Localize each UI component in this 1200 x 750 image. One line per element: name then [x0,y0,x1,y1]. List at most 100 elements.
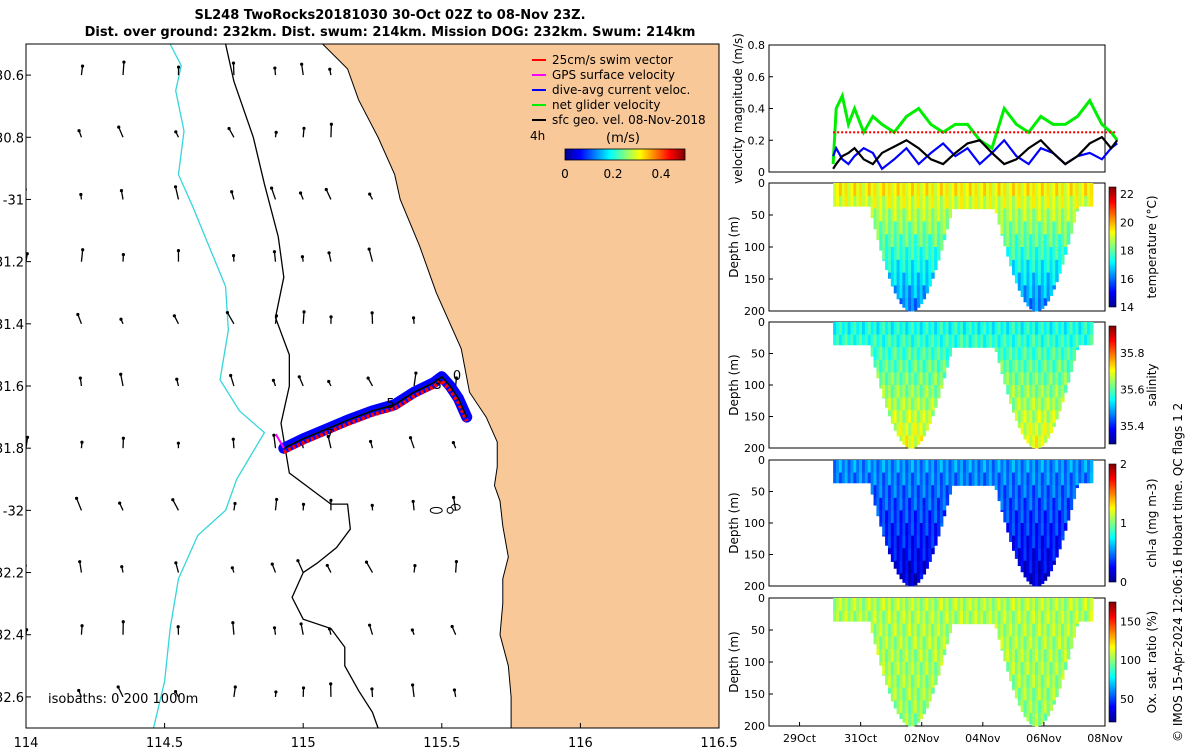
oxygen-cell [1026,674,1030,689]
chl-a-cell [1014,460,1019,474]
oxygen-cell [887,610,892,625]
temperature-cell [1032,272,1036,286]
current-vector-head [301,502,306,506]
chl-a-cell [997,460,1002,474]
temperature-cell [1063,208,1068,222]
oxygen-cell [1014,687,1019,699]
chl-a-cell [1052,523,1056,537]
salinity-cell [997,347,1002,361]
chl-a-cell [1006,460,1010,474]
oxygen-cell [902,598,906,612]
salinity-cell [1061,334,1065,348]
current-vector-head [270,562,274,566]
chl-a-cell [919,497,924,511]
chl-a-cell [1046,523,1051,537]
chl-a-cell [962,460,967,474]
temperature-cell [1075,208,1079,212]
salinity-cell [902,435,906,445]
temperature-cell [899,272,903,286]
salinity-cell [1014,359,1019,373]
oxygen-cell [1084,610,1088,622]
oxygen-cell [1046,636,1051,650]
oxygen-cell [928,674,932,689]
salinity-cell [876,372,880,379]
chl-a-cell [1055,535,1059,549]
chl-a-cell [902,472,906,486]
chl-a-cell [908,472,912,486]
oxygen-cell [913,700,918,714]
salinity-cell [1023,359,1028,373]
temperature-cell [934,247,938,261]
chl-a-cell [1043,472,1048,486]
temperature-cell [937,221,941,235]
salinity-cell [954,334,958,348]
temperature-cell [1072,208,1077,222]
temperature-cell [942,195,947,210]
temperature-colorbar-tick-label: 20 [1120,216,1134,229]
oxygen-cell [983,610,987,625]
salinity-cell [911,372,915,386]
salinity-ytick-label: 150 [744,411,765,424]
oxygen-cell [882,598,886,612]
salinity-cell [1003,334,1007,348]
oxygen-cell [1029,700,1033,714]
current-vector-head [326,434,330,439]
chl-a-cell [1023,548,1028,562]
chl-a-ytick-label: 0 [758,454,765,467]
temperature-cell [893,285,898,294]
salinity-cell [1046,385,1051,399]
chl-a-cell [833,472,837,484]
salinity-cell [1029,385,1033,399]
chl-a-cell [983,472,987,486]
salinity-cell [908,422,912,436]
oxygen-cell [1052,598,1056,612]
oxygen-cell [1049,623,1053,637]
oxygen-cell [991,610,996,625]
salinity-cell [925,385,929,399]
salinity-cell [1012,347,1016,361]
current-vector-head [274,314,279,318]
oxygen-cell [1020,610,1025,625]
oxygen-cell [893,610,898,625]
oxygen-cell [1009,610,1013,625]
salinity-cell [1087,334,1091,346]
temperature-cell [1087,183,1091,197]
oxygen-cell [1003,610,1007,625]
oxygen-cell [1049,700,1053,712]
current-vector-head [272,433,276,437]
chl-a-cell [1063,472,1068,486]
chl-a-cell [1055,472,1059,486]
chl-a-cell [994,485,999,491]
oxygen-cell [908,636,912,650]
oxygen-cell [902,687,906,701]
oxygen-cell [1035,598,1039,612]
chl-a-cell [885,523,889,537]
salinity-cell [879,372,883,386]
chl-a-cell [1035,497,1039,511]
salinity-cell [960,322,964,336]
salinity-cell [931,359,935,373]
oxygen-cell [994,598,999,612]
isobath-200m-line [224,44,379,728]
salinity-cell [896,372,901,386]
chl-a-cell [896,472,901,486]
salinity-cell [1061,359,1065,373]
oxygen-cell [925,649,929,663]
chl-a-cell [1052,548,1056,562]
oxygen-cell [902,636,906,650]
salinity-cell [925,322,929,336]
temperature-cell [931,272,935,279]
oxygen-cell [1043,623,1048,637]
oxygen-cell [1055,674,1059,689]
current-vector-head [410,628,414,632]
temperature-cell [850,183,854,197]
temperature-cell [1012,183,1016,197]
temperature-cell [896,285,901,299]
temperature-cell [916,272,921,286]
salinity-cell [1029,372,1033,386]
oxygen-cell [1012,636,1016,650]
chl-a-cell [919,510,924,524]
oxygen-cell [971,610,976,625]
current-vector-arrow [301,64,304,76]
temperature-cell [876,183,880,197]
